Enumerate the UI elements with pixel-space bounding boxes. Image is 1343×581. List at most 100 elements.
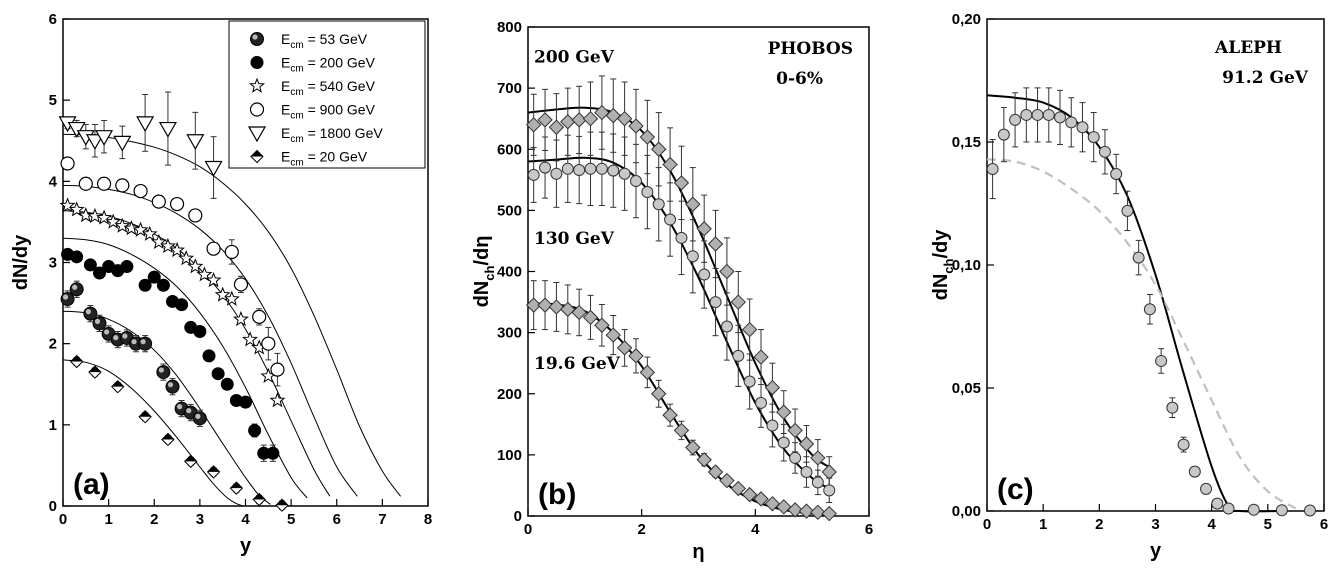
data-point bbox=[709, 296, 722, 309]
data-point bbox=[1087, 131, 1100, 144]
series-1 bbox=[527, 131, 836, 504]
data-point bbox=[1188, 465, 1201, 478]
x-tick-label: 1 bbox=[1039, 516, 1047, 533]
data-point bbox=[60, 156, 75, 171]
data-point bbox=[1076, 121, 1089, 134]
data-point bbox=[764, 379, 781, 396]
data-point bbox=[113, 135, 132, 152]
data-point bbox=[1110, 167, 1123, 180]
y-tick-label: 700 bbox=[497, 80, 522, 97]
x-tick-label: 6 bbox=[333, 511, 341, 528]
data-point bbox=[616, 110, 633, 127]
legend-entry: Ecm = 53 GeV bbox=[281, 31, 368, 51]
data-point bbox=[561, 162, 574, 175]
data-point bbox=[232, 310, 249, 327]
data-point-highlight bbox=[122, 333, 128, 339]
data-point bbox=[188, 208, 203, 223]
x-axis-label: y bbox=[240, 535, 252, 557]
fit-curve-5 bbox=[62, 133, 402, 497]
data-point-highlight bbox=[113, 335, 119, 341]
x-tick-label: 0 bbox=[59, 511, 67, 528]
data-point bbox=[158, 121, 177, 138]
data-point bbox=[560, 301, 576, 318]
x-tick-label: 2 bbox=[150, 511, 158, 528]
data-point bbox=[186, 134, 205, 150]
data-point bbox=[696, 452, 712, 468]
data-point bbox=[550, 167, 563, 180]
data-point bbox=[248, 424, 262, 438]
data-point bbox=[96, 209, 113, 225]
data-point bbox=[150, 233, 167, 250]
annotation-centrality: 0-6% bbox=[776, 69, 823, 89]
data-point bbox=[1009, 113, 1022, 126]
panel-b: 0 2 4 6 0 100 200 300 400 500 600 700 800 (b) η dNch/dη… bbox=[471, 19, 873, 563]
x-tick-label: 3 bbox=[1151, 516, 1159, 533]
data-point bbox=[86, 207, 103, 224]
data-point bbox=[114, 217, 131, 233]
data-point bbox=[651, 386, 667, 402]
data-point bbox=[730, 294, 746, 310]
x-tick-label: 3 bbox=[196, 511, 204, 528]
data-point bbox=[821, 464, 837, 480]
data-point bbox=[607, 164, 620, 177]
legend-entry: Ecm = 900 GeV bbox=[281, 102, 376, 122]
data-point bbox=[525, 297, 542, 313]
annotation-energy: 130 GeV bbox=[534, 229, 615, 249]
series-0 bbox=[525, 75, 837, 488]
legend-marker bbox=[250, 32, 264, 46]
data-point bbox=[78, 176, 93, 191]
data-point bbox=[257, 446, 271, 460]
data-point bbox=[537, 112, 553, 128]
annotation-energy: 200 GeV bbox=[534, 47, 615, 67]
data-point bbox=[605, 107, 621, 124]
data-point bbox=[206, 241, 221, 256]
series-2 bbox=[59, 197, 286, 408]
data-point-highlight bbox=[72, 284, 78, 290]
data-point bbox=[165, 379, 180, 394]
data-point bbox=[628, 348, 644, 364]
data-point bbox=[696, 221, 712, 237]
x-axis-label: η bbox=[692, 541, 704, 563]
x-axis-label: y bbox=[1150, 540, 1162, 562]
data-point bbox=[1211, 497, 1224, 510]
panel-label: (b) bbox=[538, 478, 576, 511]
data-point-fill bbox=[161, 433, 174, 440]
data-point bbox=[986, 163, 999, 176]
x-tick-label: 7 bbox=[378, 511, 386, 528]
data-point bbox=[95, 130, 114, 146]
series-0 bbox=[60, 280, 207, 427]
data-point bbox=[616, 340, 633, 356]
data-point bbox=[548, 299, 565, 315]
y-tick-label: 0,15 bbox=[952, 134, 981, 151]
fit-curve-0 bbox=[986, 94, 1280, 513]
data-point-highlight bbox=[195, 413, 201, 419]
data-point bbox=[766, 419, 779, 432]
data-point bbox=[673, 175, 690, 191]
legend-marker bbox=[248, 77, 266, 93]
series-3 bbox=[60, 156, 285, 387]
data-point bbox=[239, 395, 252, 409]
y-tick-label: 0 bbox=[49, 498, 57, 515]
data-point bbox=[741, 486, 758, 503]
data-point bbox=[93, 266, 106, 280]
data-point bbox=[120, 260, 134, 274]
x-tick-label: 2 bbox=[637, 521, 645, 538]
data-point bbox=[1143, 303, 1156, 316]
data-point bbox=[548, 119, 565, 135]
data-point bbox=[755, 396, 768, 409]
data-point bbox=[539, 161, 552, 174]
data-point bbox=[639, 364, 656, 381]
data-point bbox=[105, 213, 122, 229]
data-point bbox=[169, 241, 186, 258]
data-point bbox=[594, 317, 610, 333]
data-point bbox=[662, 156, 678, 173]
data-point bbox=[821, 505, 837, 522]
data-point bbox=[196, 266, 213, 282]
data-point bbox=[707, 236, 724, 252]
data-point bbox=[582, 309, 599, 326]
legend-marker bbox=[249, 102, 265, 117]
data-point bbox=[77, 207, 94, 223]
data-point bbox=[652, 198, 665, 211]
data-point bbox=[595, 162, 608, 175]
